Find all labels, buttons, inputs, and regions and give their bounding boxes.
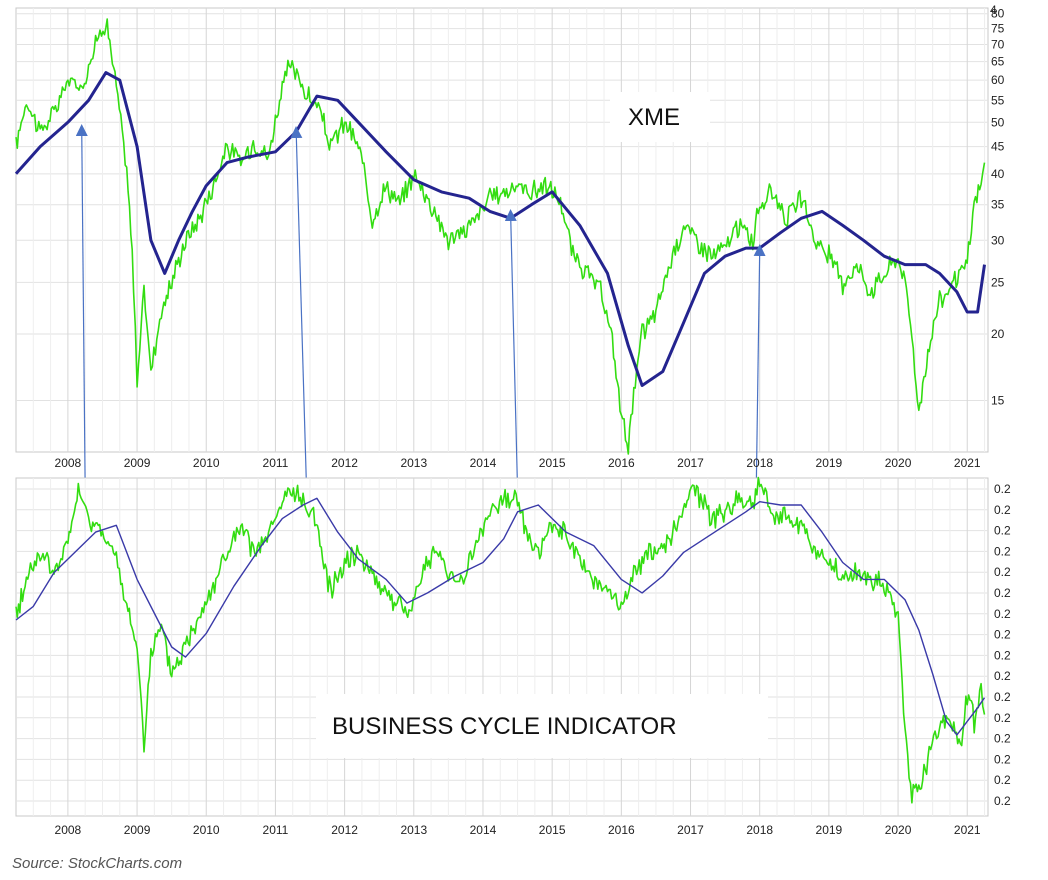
bci-y-tick-label: 0.2 [994, 544, 1011, 558]
xme-x-axis: 2008 2009 2010 2011 2012 2013 2014 2015 2016 2017… [55, 456, 981, 470]
peak-arrow [753, 244, 766, 491]
xme-y-tick-label: 65 [991, 55, 1005, 69]
bci-plot-frame [15, 477, 989, 817]
xme-x-tick-label: 2008 [55, 456, 82, 470]
xme-y-tick-label: 55 [991, 93, 1005, 107]
bci-x-tick-label: 2011 [263, 823, 289, 837]
bci-y-tick-label: 0.2 [994, 565, 1011, 579]
xme-x-tick-label: 2016 [608, 456, 635, 470]
bci-x-tick-label: 2018 [746, 823, 773, 837]
bci-gridlines [16, 478, 988, 816]
xme-x-tick-label: 2010 [193, 456, 220, 470]
bci-x-tick-label: 2008 [55, 823, 82, 837]
bci-x-tick-label: 2016 [608, 823, 635, 837]
peak-arrows [75, 124, 766, 491]
xme-y-tick-label: 15 [991, 393, 1005, 407]
bci-x-tick-label: 2014 [470, 823, 497, 837]
xme-moving-average-line [14, 71, 986, 387]
bci-x-tick-label: 2009 [124, 823, 151, 837]
bci-x-tick-label: 2012 [331, 823, 358, 837]
xme-x-tick-label: 2013 [400, 456, 427, 470]
bci-y-tick-label: 0.2 [994, 503, 1011, 517]
bci-y-tick-label: 0.2 [994, 732, 1011, 746]
xme-y-tick-label: 75 [991, 22, 1005, 36]
xme-title: XME [628, 104, 680, 131]
bci-y-tick-label: 0.2 [994, 669, 1011, 683]
xme-x-tick-label: 2017 [677, 456, 704, 470]
source-caption: Source: StockCharts.com [12, 855, 183, 872]
bci-x-tick-label: 2017 [677, 823, 704, 837]
peak-arrow [75, 124, 88, 491]
xme-y-tick-label: 50 [991, 115, 1005, 129]
xme-y-tick-label: 20 [991, 327, 1005, 341]
bci-y-tick-label: 0.2 [994, 711, 1011, 725]
bci-y-tick-label: 0.2 [994, 690, 1011, 704]
bci-indicator-line [15, 476, 986, 804]
xme-y-top-label: 4 [990, 3, 997, 17]
xme-price-line [15, 18, 986, 455]
bci-x-tick-label: 2015 [539, 823, 566, 837]
bci-x-tick-label: 2021 [954, 823, 981, 837]
peak-arrow [290, 126, 308, 491]
xme-gridlines [16, 8, 988, 452]
bci-y-axis: 0.2 0.2 0.2 0.2 0.2 0.2 0.2 0.2 0.2 0.2 0.2 0.2 0.2 0… [994, 482, 1011, 808]
xme-y-tick-label: 30 [991, 233, 1005, 247]
xme-x-tick-label: 2014 [470, 456, 497, 470]
bci-y-tick-label: 0.2 [994, 773, 1011, 787]
peak-arrow [504, 209, 519, 491]
xme-plot-frame [15, 7, 989, 453]
xme-x-tick-label: 2021 [954, 456, 981, 470]
xme-y-tick-label: 40 [991, 167, 1005, 181]
xme-x-tick-label: 2009 [124, 456, 151, 470]
xme-x-tick-label: 2019 [816, 456, 843, 470]
xme-x-tick-label: 2015 [539, 456, 566, 470]
xme-x-tick-label: 2012 [331, 456, 358, 470]
bci-y-tick-label: 0.2 [994, 648, 1011, 662]
bci-moving-average-line [15, 497, 986, 736]
bci-x-tick-label: 2013 [400, 823, 427, 837]
xme-y-tick-label: 80 [991, 7, 1005, 21]
bci-y-tick-label: 0.2 [994, 794, 1011, 808]
bci-x-tick-label: 2010 [193, 823, 220, 837]
xme-x-tick-label: 2020 [885, 456, 912, 470]
xme-x-tick-label: 2018 [746, 456, 773, 470]
bci-y-tick-label: 0.2 [994, 524, 1011, 538]
bci-y-tick-label: 0.2 [994, 752, 1011, 766]
bci-x-axis: 2008 2009 2010 2011 2012 2013 2014 2015 2016 2017… [55, 823, 981, 837]
xme-y-tick-label: 60 [991, 73, 1005, 87]
xme-series-group [14, 18, 986, 455]
bci-y-tick-label: 0.2 [994, 628, 1011, 642]
bci-y-tick-label: 0.2 [994, 482, 1011, 496]
bci-y-tick-label: 0.2 [994, 607, 1011, 621]
business-cycle-panel: 0.2 0.2 0.2 0.2 0.2 0.2 0.2 0.2 0.2 0.2 0.2 0.2 0.2 0… [15, 476, 1011, 837]
xme-y-tick-label: 25 [991, 275, 1005, 289]
bci-title-box [316, 694, 768, 758]
bci-title: BUSINESS CYCLE INDICATOR [332, 713, 677, 740]
bci-x-tick-label: 2020 [885, 823, 912, 837]
bci-x-tick-label: 2019 [816, 823, 843, 837]
bci-y-tick-label: 0.2 [994, 586, 1011, 600]
xme-x-tick-label: 2011 [263, 456, 289, 470]
xme-y-tick-label: 70 [991, 38, 1005, 52]
bci-series-group [15, 476, 986, 804]
xme-y-tick-label: 45 [991, 140, 1005, 154]
xme-y-tick-label: 35 [991, 198, 1005, 212]
xme-title-box [610, 92, 710, 142]
